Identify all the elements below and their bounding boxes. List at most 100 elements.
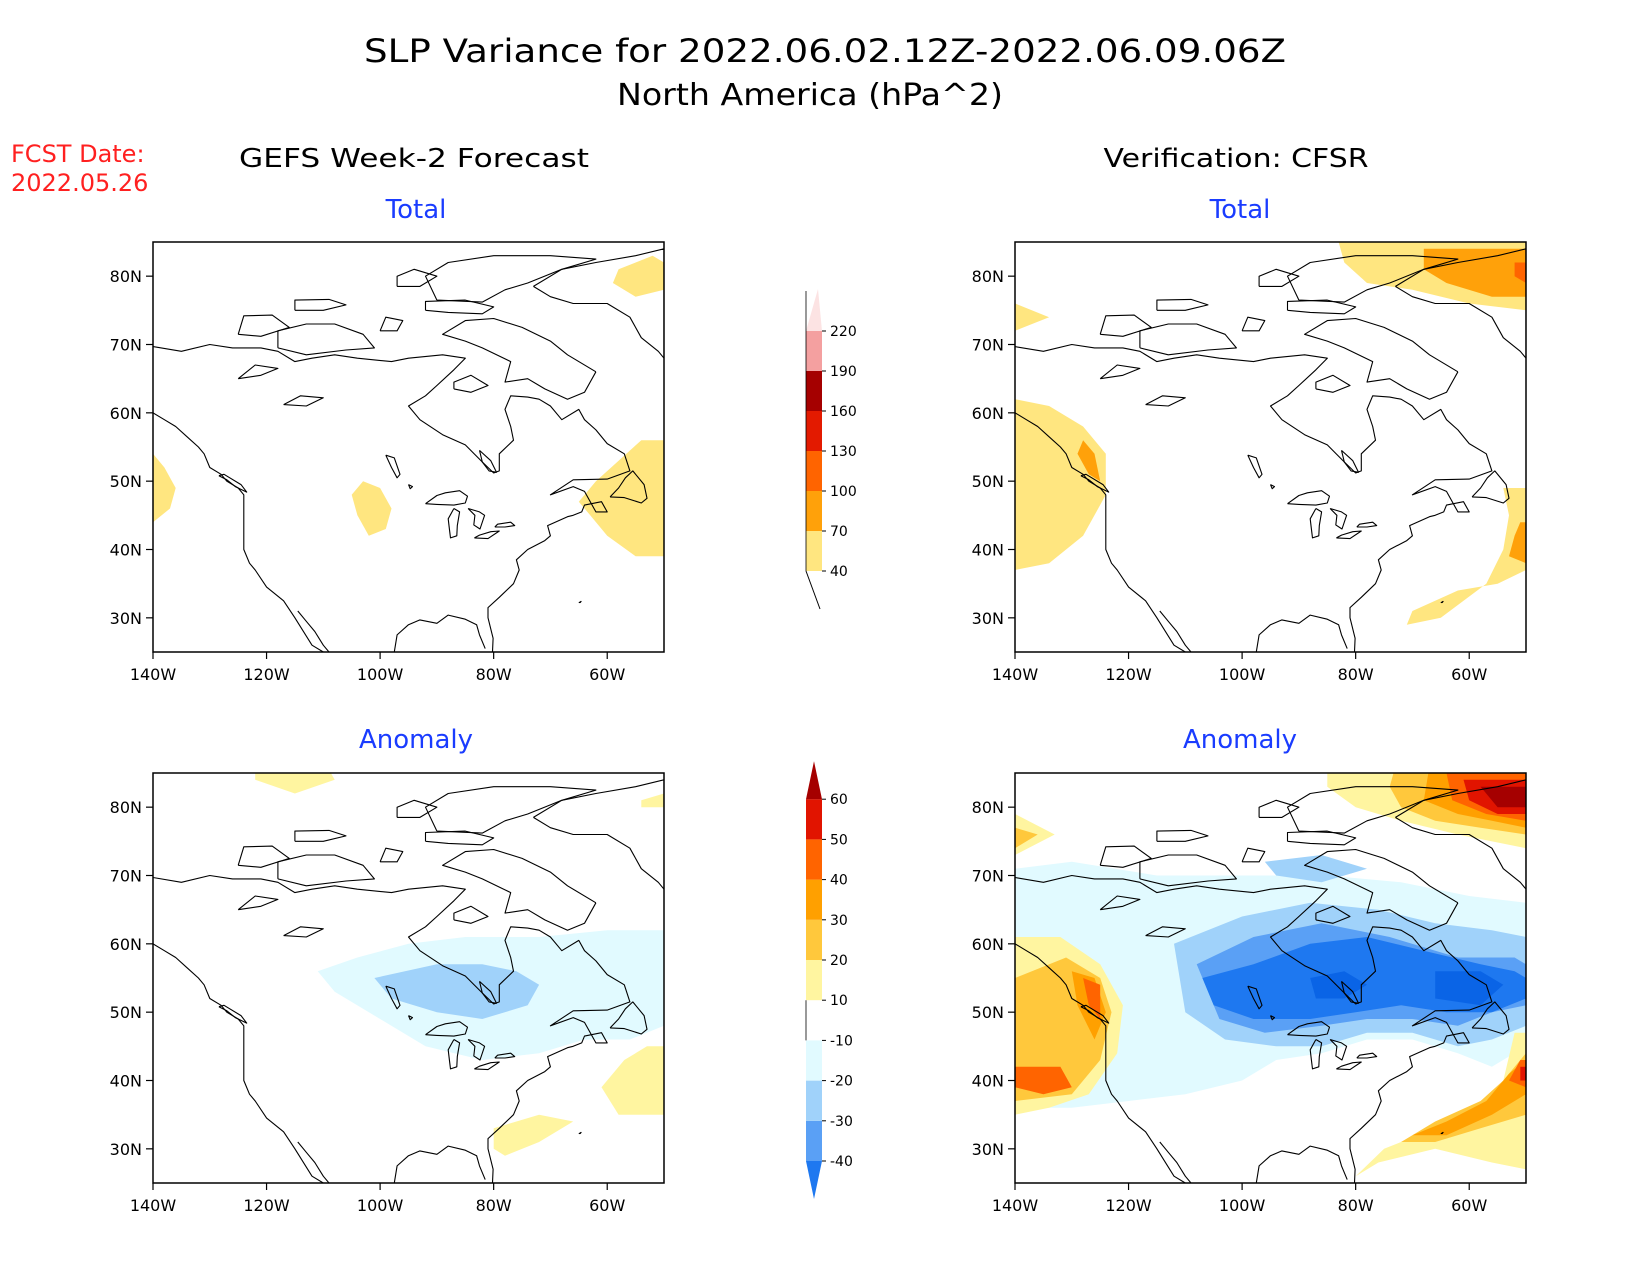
map-panel-cfsr-total: Total 140W 120W 100W 80W 60W 30N 40N 50N 60N 70N 80… <box>972 195 1527 684</box>
map-panel-cfsr-anomaly: Anomaly 140W 120W 100W 80W 60W 30N 40N 50N 60N 70N… <box>972 725 1527 1215</box>
lat-tick-label: 40N <box>972 541 1004 560</box>
shaded-region-5 <box>1077 440 1101 482</box>
coastline-lake-winnipeg <box>385 985 401 1010</box>
lon-tick-label: 120W <box>1105 665 1152 684</box>
coastline-gulf-of-california <box>297 1141 330 1183</box>
coastline-devon-island <box>1286 299 1357 315</box>
colorbar-segment <box>806 531 822 571</box>
coastline-newfoundland <box>1471 470 1510 504</box>
coastline-lake-huron <box>467 507 486 530</box>
lat-tick-label: 60N <box>110 404 142 423</box>
colorbar-anomaly: -40 -30 -20 -10 10 20 30 40 50 60 <box>805 761 853 1199</box>
fcst-date-label: FCST Date: <box>11 140 145 168</box>
coastline-southampton-island <box>1315 374 1351 393</box>
panel-subtitle-cfsr-total: Total <box>1209 195 1271 225</box>
lon-tick-label: 100W <box>357 1196 404 1215</box>
coastline-melville-island <box>294 298 347 311</box>
lat-tick-label: 50N <box>972 472 1004 491</box>
coastline-ellesmere-island <box>1286 255 1459 303</box>
fcst-date-value: 2022.05.26 <box>11 169 148 197</box>
coastline-southampton-island <box>453 905 489 924</box>
colorbar-segment <box>806 1080 822 1121</box>
map-background <box>1015 242 1526 652</box>
coastline-baffin-island <box>1304 317 1459 400</box>
coastline-great-slave-lake <box>1145 395 1186 407</box>
coastline-vancouver-island <box>1080 1004 1110 1024</box>
coastline-gulf-of-mexico <box>393 1145 486 1183</box>
coastline-lake-huron <box>1329 1038 1348 1061</box>
shaded-region-2 <box>351 481 392 536</box>
colorbar-segment <box>806 451 822 491</box>
shaded-region-18 <box>1083 978 1101 1019</box>
colorbar-segment <box>806 289 822 331</box>
lat-tick-label: 70N <box>972 867 1004 886</box>
coastline-vancouver-island <box>218 1004 248 1024</box>
coastline-lake-michigan <box>1309 508 1323 539</box>
shaded-region-1 <box>1423 248 1526 297</box>
main-subtitle: North America (hPa^2) <box>617 78 1003 113</box>
coastline-pacific-west-coast <box>1015 412 1186 652</box>
colorbar-segment <box>806 1000 822 1041</box>
coastline-banks-island <box>1099 314 1152 337</box>
coastline-great-bear-lake <box>1099 895 1141 911</box>
coastline-pacific-west-coast <box>153 943 324 1183</box>
coastline-gulf-of-california <box>1159 610 1192 652</box>
coastline-bermuda <box>578 1131 582 1135</box>
colorbar-segment <box>806 491 822 531</box>
colorbar-label: 20 <box>830 953 848 969</box>
colorbar-label: 10 <box>830 993 848 1009</box>
panel-subtitle-cfsr-anomaly: Anomaly <box>1183 725 1297 755</box>
lon-tick-label: 60W <box>589 1196 625 1215</box>
shaded-region-19 <box>1015 1066 1072 1095</box>
coastline-great-slave-lake <box>283 926 324 938</box>
coastline-bermuda <box>1440 1131 1444 1135</box>
lat-tick-label: 30N <box>972 609 1004 628</box>
coastline-lake-michigan <box>447 1039 461 1070</box>
lon-tick-label: 140W <box>992 665 1039 684</box>
coastline-gulf-of-mexico <box>1255 614 1348 652</box>
coastline-greenland <box>533 779 664 890</box>
coastline-melville-island <box>1156 298 1209 311</box>
coastline-melville-island <box>1156 829 1209 842</box>
map-frame <box>1014 772 1527 1184</box>
shaded-region-0 <box>612 255 664 297</box>
coastline-prince-of-wales-island <box>379 316 404 332</box>
coastline-vancouver-island <box>1080 473 1110 493</box>
lat-tick-label: 40N <box>110 1072 142 1091</box>
coastline-baffin-island <box>1304 848 1459 931</box>
lon-tick-label: 140W <box>130 665 177 684</box>
coastline-lake-superior <box>425 1021 469 1037</box>
shaded-region-7 <box>1509 522 1526 564</box>
main-title: SLP Variance for 2022.06.02.12Z-2022.06.… <box>364 32 1286 70</box>
colorbar-segment <box>806 1040 822 1081</box>
lat-tick-label: 60N <box>972 935 1004 954</box>
lat-tick-label: 80N <box>110 798 142 817</box>
lon-tick-label: 100W <box>357 665 404 684</box>
map-panels: Total 140W 120W 100W 80W 60W 30N 40N 50N 60N 70N 80… <box>110 195 1527 1215</box>
coastline-lake-winnipeg <box>385 454 401 479</box>
coastline-banks-island <box>237 314 290 337</box>
coastline-greenland <box>1395 248 1526 359</box>
lon-tick-label: 80W <box>1338 665 1374 684</box>
coastline-melville-island <box>294 829 347 842</box>
lon-tick-label: 60W <box>1451 665 1487 684</box>
lat-tick-label: 60N <box>972 404 1004 423</box>
shaded-region-5 <box>493 1114 574 1156</box>
coastline-baffin-island <box>442 317 597 400</box>
lon-tick-label: 140W <box>130 1196 177 1215</box>
shaded-region-14 <box>1435 971 1504 1006</box>
coastline-lake-huron <box>467 1038 486 1061</box>
map-frame <box>152 241 665 653</box>
coastline-lake-michigan <box>447 508 461 539</box>
lat-tick-label: 80N <box>110 267 142 286</box>
shaded-region-6 <box>1406 488 1526 625</box>
colorbar-segment <box>806 761 822 800</box>
colorbar-label: -10 <box>830 1033 853 1049</box>
coastline-greenland <box>533 248 664 359</box>
lat-tick-label: 30N <box>110 609 142 628</box>
coastline-devon-island <box>424 299 495 315</box>
colorbar-segment <box>806 839 822 880</box>
colorbar-label: 40 <box>830 873 848 889</box>
panel-subtitle-gefs-total: Total <box>385 195 447 225</box>
coastline-lake-of-the-woods <box>407 1015 414 1021</box>
